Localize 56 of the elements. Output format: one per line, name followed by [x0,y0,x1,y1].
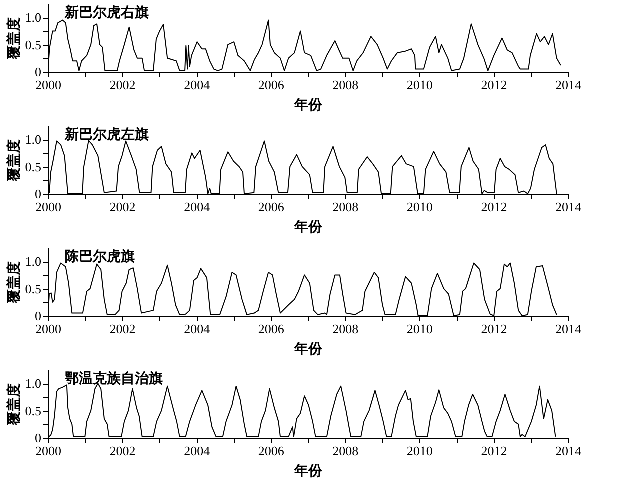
chart-title: 新巴尔虎右旗 [64,4,149,21]
x-tick-label: 2010 [406,444,433,458]
y-tick-label: 0.5 [25,37,42,52]
chart-title: 陈巴尔虎旗 [64,249,135,265]
x-tick-label: 2014 [556,444,582,458]
x-tick-label: 2012 [481,200,508,214]
y-tick-label: 0.5 [25,403,42,418]
x-tick-label: 2000 [36,444,62,458]
y-tick-label: 1.0 [25,10,42,26]
x-tick-label: 2006 [258,444,285,458]
x-tick-label: 2014 [556,78,582,92]
x-tick-label: 2012 [481,78,508,92]
x-tick-label: 2002 [110,322,136,336]
x-axis-title: 年份 [294,464,324,480]
y-axis-title: 覆盖度 [5,384,22,426]
x-tick-label: 2008 [332,322,359,336]
x-tick-label: 2000 [36,322,62,336]
y-tick-label: 0 [35,186,42,202]
x-tick-label: 2014 [556,322,582,336]
y-tick-label: 0.5 [25,281,42,296]
y-tick-label: 1.0 [25,376,42,392]
x-tick-label: 2012 [481,322,508,336]
x-tick-label: 2004 [184,322,211,336]
x-tick-label: 2008 [332,200,359,214]
x-axis-title: 年份 [294,220,324,236]
x-tick-label: 2004 [184,444,211,458]
x-tick-label: 2014 [556,200,582,214]
x-tick-label: 2008 [332,444,359,458]
x-tick-label: 2010 [406,322,433,336]
y-axis-title: 覆盖度 [5,18,22,60]
y-tick-label: 1.0 [25,132,42,148]
x-axis-title: 年份 [294,98,324,114]
x-tick-label: 2010 [406,200,433,214]
x-tick-label: 2000 [36,78,62,92]
y-tick-label: 0.5 [25,159,42,174]
x-tick-label: 2002 [110,200,136,214]
x-tick-label: 2006 [258,78,285,92]
x-axis-title: 年份 [294,342,324,358]
x-tick-label: 2004 [184,78,211,92]
y-tick-label: 0 [35,308,42,324]
chart-title: 新巴尔虎左旗 [64,126,149,143]
x-tick-label: 2008 [332,78,359,92]
x-tick-label: 2002 [110,444,136,458]
x-tick-label: 2000 [36,200,62,214]
y-axis-title: 覆盖度 [5,262,22,304]
y-tick-label: 0 [35,430,42,446]
y-axis-title: 覆盖度 [5,140,22,182]
x-tick-label: 2006 [258,200,285,214]
y-tick-label: 1.0 [25,254,42,270]
x-tick-label: 2012 [481,444,508,458]
y-tick-label: 0 [35,64,42,80]
x-tick-label: 2002 [110,78,136,92]
x-tick-label: 2004 [184,200,211,214]
x-tick-label: 2010 [406,78,433,92]
chart-title: 鄂温克族自治旗 [64,371,163,387]
x-tick-label: 2006 [258,322,285,336]
